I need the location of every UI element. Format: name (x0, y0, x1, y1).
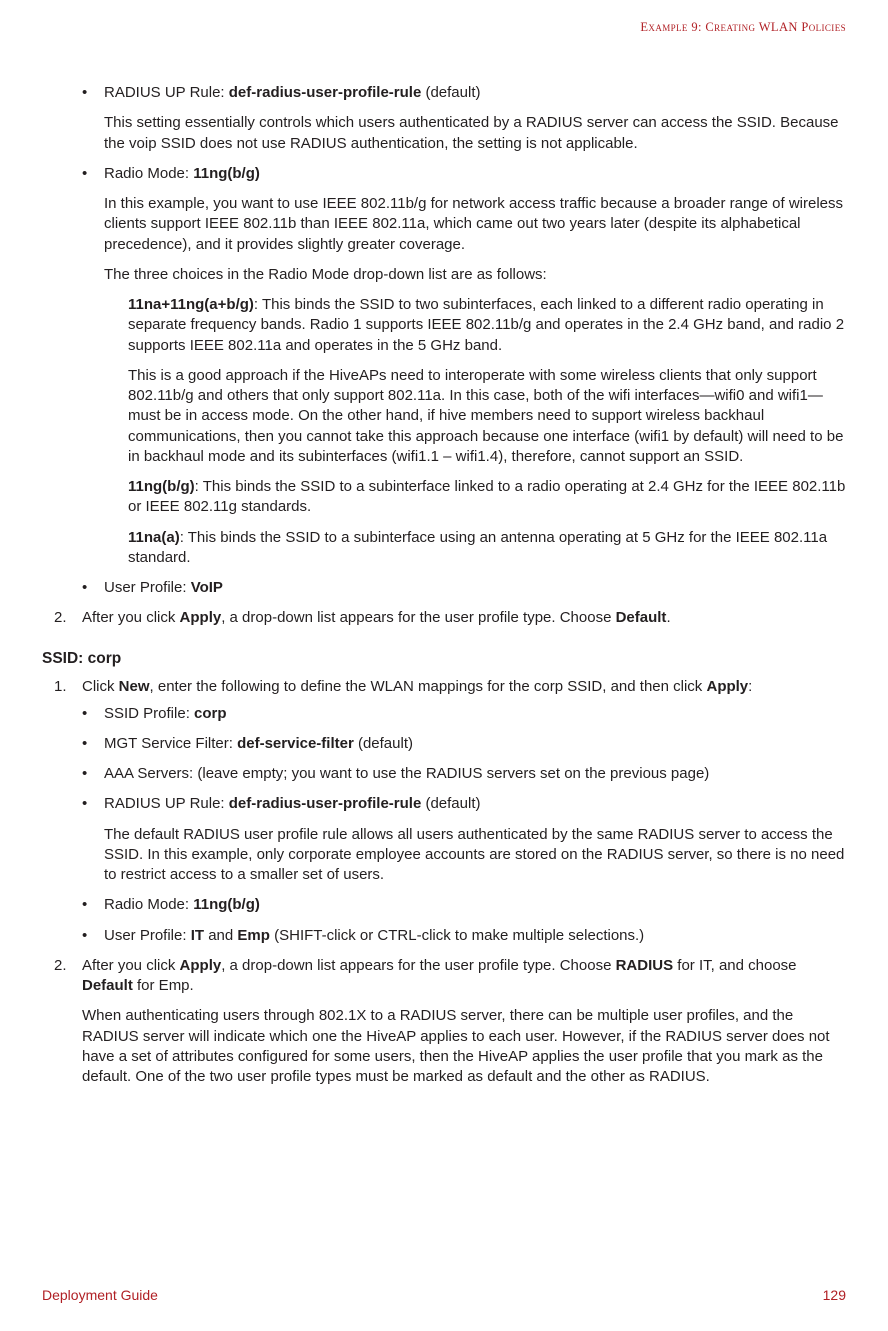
corp-step-1-item: 1. Click New, enter the following to def… (42, 677, 846, 697)
label: MGT Service Filter: (104, 735, 237, 752)
bullet-list-1: RADIUS UP Rule: def-radius-user-profile-… (82, 83, 846, 103)
radius-up-desc: This setting essentially controls which … (104, 113, 846, 154)
t: Default (82, 977, 133, 994)
corp-step-2-item: 2. After you click Apply, a drop-down li… (42, 956, 846, 997)
t: After you click (82, 609, 180, 626)
label: Radio Mode: (104, 896, 193, 913)
radio-mode-p1: In this example, you want to use IEEE 80… (104, 194, 846, 255)
corp-bullets-2: Radio Mode: 11ng(b/g) User Profile: IT a… (82, 895, 846, 946)
ssid-corp-heading: SSID: corp (42, 649, 846, 670)
t: . (666, 609, 670, 626)
radio-option-1: 11na+11ng(a+b/g): This binds the SSID to… (128, 295, 846, 356)
label: SSID Profile: (104, 705, 194, 722)
corp-step-2: 2. After you click Apply, a drop-down li… (42, 956, 846, 997)
corp-radius-up-desc: The default RADIUS user profile rule all… (104, 825, 846, 886)
text: AAA Servers: (leave empty; you want to u… (104, 765, 709, 782)
t: New (119, 678, 150, 695)
body-content: RADIUS UP Rule: def-radius-user-profile-… (42, 83, 846, 1087)
step-number: 2. (54, 608, 67, 628)
t: RADIUS (616, 957, 674, 974)
t: for IT, and choose (673, 957, 796, 974)
corp-ssid-profile: SSID Profile: corp (82, 704, 846, 724)
t: Click (82, 678, 119, 695)
t: : (748, 678, 752, 695)
value: def-radius-user-profile-rule (229, 795, 422, 812)
opt1-head: 11na+11ng(a+b/g) (128, 296, 254, 313)
value: corp (194, 705, 227, 722)
radio-option-2: 11ng(b/g): This binds the SSID to a subi… (128, 477, 846, 518)
radio-option-1-p2: This is a good approach if the HiveAPs n… (128, 366, 846, 467)
corp-step-2-desc: When authenticating users through 802.1X… (82, 1006, 846, 1087)
t: Default (616, 609, 667, 626)
corp-radio-mode: Radio Mode: 11ng(b/g) (82, 895, 846, 915)
corp-step-1: 1. Click New, enter the following to def… (42, 677, 846, 697)
value: def-service-filter (237, 735, 354, 752)
label: RADIUS UP Rule: (104, 795, 229, 812)
corp-bullets: SSID Profile: corp MGT Service Filter: d… (82, 704, 846, 815)
opt3-head: 11na(a) (128, 529, 180, 546)
bullet-list-2: Radio Mode: 11ng(b/g) (82, 164, 846, 184)
bullet-radio-mode: Radio Mode: 11ng(b/g) (82, 164, 846, 184)
t: Apply (180, 609, 222, 626)
corp-user-profile: User Profile: IT and Emp (SHIFT-click or… (82, 926, 846, 946)
v1: IT (191, 927, 204, 944)
opt2-head: 11ng(b/g) (128, 478, 195, 495)
ordered-step-2: 2. After you click Apply, a drop-down li… (42, 608, 846, 628)
corp-radius-up: RADIUS UP Rule: def-radius-user-profile-… (82, 794, 846, 814)
mid: and (204, 927, 237, 944)
value: 11ng(b/g) (193, 896, 260, 913)
label: User Profile: (104, 579, 191, 596)
bullet-user-profile: User Profile: VoIP (82, 578, 846, 598)
value: 11ng(b/g) (193, 165, 260, 182)
t: After you click (82, 957, 180, 974)
t: , a drop-down list appears for the user … (221, 957, 615, 974)
running-header: Example 9: Creating WLAN Policies (42, 20, 846, 35)
v2: Emp (237, 927, 270, 944)
step-2: 2. After you click Apply, a drop-down li… (42, 608, 846, 628)
t: , enter the following to define the WLAN… (150, 678, 707, 695)
step-number: 2. (54, 956, 67, 976)
tail: (default) (354, 735, 413, 752)
label: User Profile: (104, 927, 191, 944)
corp-mgt-filter: MGT Service Filter: def-service-filter (… (82, 734, 846, 754)
step-number: 1. (54, 677, 67, 697)
radio-mode-p2: The three choices in the Radio Mode drop… (104, 265, 846, 285)
page-footer: Deployment Guide 129 (42, 1287, 846, 1303)
tail: (default) (421, 795, 480, 812)
opt2-body: : This binds the SSID to a subinterface … (128, 478, 845, 515)
corp-aaa: AAA Servers: (leave empty; you want to u… (82, 764, 846, 784)
opt3-body: : This binds the SSID to a subinterface … (128, 529, 827, 566)
tail: (SHIFT-click or CTRL-click to make multi… (270, 927, 644, 944)
page: Example 9: Creating WLAN Policies RADIUS… (0, 0, 888, 1331)
label: RADIUS UP Rule: (104, 84, 229, 101)
bullet-radius-up: RADIUS UP Rule: def-radius-user-profile-… (82, 83, 846, 103)
tail: (default) (421, 84, 480, 101)
page-number: 129 (823, 1287, 846, 1303)
t: Apply (180, 957, 222, 974)
value: def-radius-user-profile-rule (229, 84, 422, 101)
bullet-list-3: User Profile: VoIP (82, 578, 846, 598)
value: VoIP (191, 579, 223, 596)
footer-title: Deployment Guide (42, 1287, 158, 1303)
label: Radio Mode: (104, 165, 193, 182)
radio-option-3: 11na(a): This binds the SSID to a subint… (128, 528, 846, 569)
t: for Emp. (133, 977, 194, 994)
t: , a drop-down list appears for the user … (221, 609, 615, 626)
t: Apply (706, 678, 748, 695)
